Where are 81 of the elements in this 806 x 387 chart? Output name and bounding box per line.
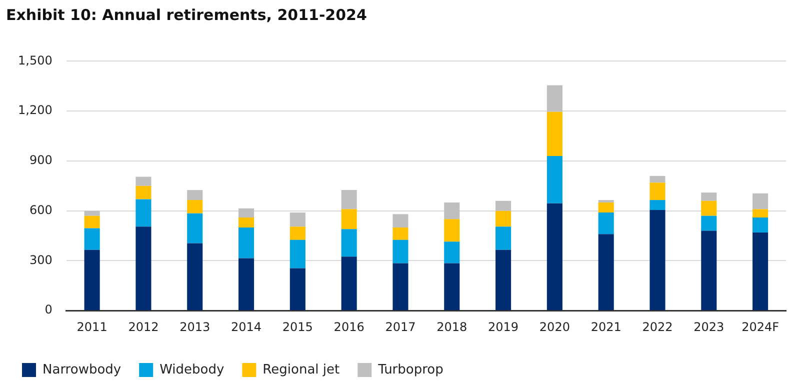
bar: [496, 200, 512, 211]
bar: [701, 192, 717, 201]
bar: [392, 214, 408, 228]
bar: [598, 212, 614, 234]
x-tick-label: 2015: [282, 320, 313, 334]
bar: [650, 200, 666, 210]
bar: [392, 227, 408, 240]
x-tick-label: 2024F: [742, 320, 780, 334]
bar: [496, 226, 512, 250]
legend-label: Widebody: [160, 362, 224, 378]
bar: [187, 190, 203, 200]
bar: [136, 186, 152, 200]
bar: [546, 203, 562, 310]
bar: [546, 85, 562, 112]
bar: [650, 210, 666, 310]
bar: [701, 216, 717, 231]
x-tick-label: 2014: [230, 320, 262, 334]
bar: [444, 242, 460, 264]
bar: [496, 210, 512, 227]
y-tick-label: 300: [29, 252, 52, 267]
bar: [84, 210, 100, 216]
x-tick-label: 2018: [436, 320, 468, 334]
bar: [136, 199, 152, 227]
bar: [598, 234, 614, 310]
bar: [341, 256, 357, 310]
bar: [444, 202, 460, 220]
bar: [752, 217, 768, 232]
bar: [701, 200, 717, 216]
bar: [752, 193, 768, 210]
bar: [84, 216, 100, 228]
bar: [238, 227, 254, 258]
x-tick-label: 2012: [128, 320, 159, 334]
x-tick-label: 2019: [488, 320, 519, 334]
bar: [392, 263, 408, 310]
bar: [496, 250, 512, 310]
bar: [290, 240, 306, 268]
bar: [238, 217, 254, 228]
x-tick-label: 2017: [385, 320, 416, 334]
bar: [650, 176, 666, 183]
bar: [546, 112, 562, 156]
x-tick-label: 2020: [539, 320, 570, 334]
bar: [341, 229, 357, 257]
bar: [290, 226, 306, 240]
x-tick-label: 2011: [76, 320, 108, 334]
bar: [650, 182, 666, 200]
x-tick-label: 2013: [180, 320, 210, 334]
y-tick-label: 0: [44, 302, 52, 317]
y-tick-label: 1,200: [18, 103, 52, 118]
bar: [290, 268, 306, 310]
x-tick-label: 2023: [694, 320, 724, 334]
bar: [444, 219, 460, 242]
bar: [238, 208, 254, 218]
legend-label: Regional jet: [262, 362, 340, 378]
bar: [187, 243, 203, 310]
legend-label: Turboprop: [377, 362, 444, 378]
bar: [701, 230, 717, 310]
legend-label: Narrowbody: [42, 362, 122, 378]
bar: [290, 212, 306, 227]
y-tick-label: 900: [29, 153, 52, 168]
bar: [136, 226, 152, 310]
bar: [598, 202, 614, 213]
bar: [238, 258, 254, 310]
bar: [392, 240, 408, 264]
bar: [752, 209, 768, 218]
chart-title: Exhibit 10: Annual retirements, 2011-2024: [6, 6, 367, 24]
y-tick-label: 600: [29, 202, 52, 217]
y-tick-label: 1,500: [18, 53, 52, 68]
x-tick-label: 2016: [334, 320, 364, 334]
bar: [598, 200, 614, 203]
bar: [136, 176, 152, 186]
bar: [84, 250, 100, 310]
x-tick-label: 2022: [642, 320, 673, 334]
bar: [444, 263, 460, 310]
bar: [752, 232, 768, 310]
bar: [341, 209, 357, 230]
bar: [187, 213, 203, 244]
bar: [84, 228, 100, 250]
bar: [187, 200, 203, 214]
bar: [546, 156, 562, 204]
x-tick-label: 2021: [590, 320, 622, 334]
bar: [341, 190, 357, 210]
